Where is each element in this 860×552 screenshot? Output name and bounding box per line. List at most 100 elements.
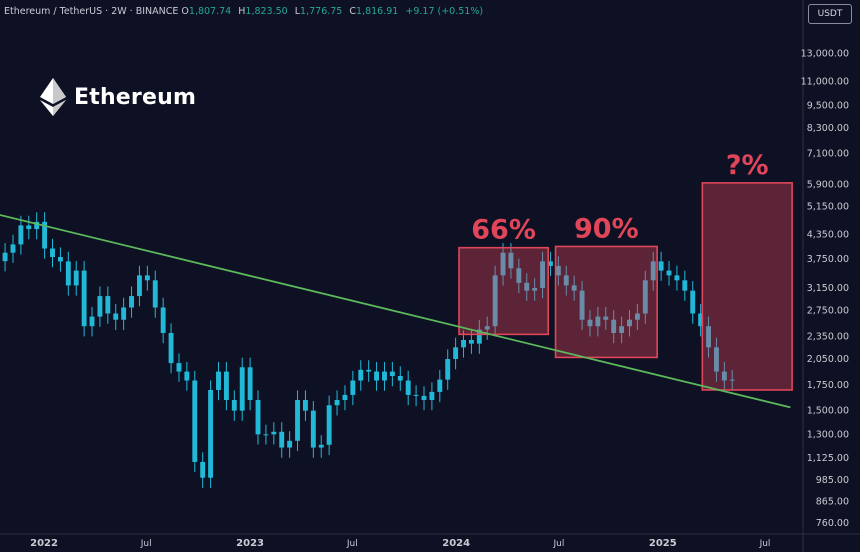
candle <box>310 401 316 458</box>
candle <box>690 281 696 324</box>
candle-body <box>698 313 704 327</box>
candle-body <box>666 270 672 276</box>
currency-button[interactable]: USDT <box>808 4 852 24</box>
candle <box>97 286 103 327</box>
candle-body <box>642 280 648 314</box>
candle-body <box>461 339 466 348</box>
candle-body <box>389 371 395 376</box>
candle-body <box>548 261 553 266</box>
candle-body <box>136 275 142 297</box>
candle-body <box>334 399 340 406</box>
candle-body <box>350 380 356 395</box>
candle <box>674 265 680 291</box>
chart-header: Ethereum / TetherUS · 2W · BINANCE O1,80… <box>4 6 487 17</box>
candle-body <box>168 332 174 364</box>
candle <box>326 395 332 456</box>
symbol-label: Ethereum / TetherUS · 2W · BINANCE <box>4 6 179 17</box>
candle <box>279 422 285 458</box>
y-tick-label: 2,350.00 <box>807 331 849 342</box>
candle-body <box>263 434 269 436</box>
candle-body <box>721 371 727 381</box>
candle <box>2 243 8 272</box>
candle <box>532 278 538 301</box>
candle <box>382 361 387 391</box>
candle-body <box>247 367 253 400</box>
candle-body <box>611 319 617 333</box>
x-tick-label: 2023 <box>236 538 264 549</box>
candle-body <box>326 405 332 445</box>
candle <box>516 258 522 294</box>
candle-body <box>421 395 427 400</box>
candle-body <box>50 248 55 257</box>
y-tick-label: 5,150.00 <box>807 202 849 213</box>
candle-body <box>18 225 24 245</box>
candle <box>374 361 380 391</box>
candle <box>421 386 427 411</box>
candle-body <box>729 379 735 381</box>
candle <box>176 353 182 382</box>
candle <box>121 297 127 330</box>
candle-body <box>26 225 32 230</box>
open-label: O <box>181 6 189 17</box>
candle-body <box>231 399 237 411</box>
candle <box>634 303 640 330</box>
candle <box>208 380 214 488</box>
candle <box>476 319 482 354</box>
brand-name: Ethereum <box>74 84 197 110</box>
y-tick-label: 1,300.00 <box>807 429 849 440</box>
candle-body <box>302 399 308 411</box>
candle <box>579 281 585 330</box>
candle-body <box>650 261 656 281</box>
trendline <box>0 214 791 409</box>
candle <box>524 273 530 301</box>
candle <box>713 337 719 382</box>
candle <box>595 306 601 337</box>
candle <box>26 215 32 240</box>
y-tick-label: 11,000.00 <box>801 76 849 87</box>
candle <box>627 310 632 337</box>
candle <box>366 360 372 382</box>
candle <box>318 435 324 458</box>
candle-body <box>318 444 324 448</box>
candle-body <box>532 288 538 291</box>
candle <box>34 212 40 240</box>
y-tick-label: 2,750.00 <box>807 305 849 316</box>
candle <box>200 452 206 488</box>
close-label: C <box>349 6 357 17</box>
y-tick-label: 4,350.00 <box>807 230 849 241</box>
candle <box>192 370 198 473</box>
candle <box>508 243 514 279</box>
candle-body <box>342 394 348 400</box>
candle <box>216 361 221 401</box>
candle <box>263 424 269 445</box>
candle-body <box>634 313 640 320</box>
candle-body <box>358 369 364 381</box>
x-tick-label: 2025 <box>649 538 677 549</box>
candle-body <box>113 313 119 320</box>
x-tick-label: Jul <box>759 539 771 549</box>
candle <box>405 370 411 406</box>
candle <box>682 270 688 301</box>
candle-body <box>579 290 585 320</box>
y-tick-label: 1,750.00 <box>807 380 849 391</box>
candle-body <box>516 268 522 283</box>
change-value: +9.17 (+0.51%) <box>405 6 484 17</box>
candle-body <box>184 371 190 381</box>
candle <box>729 369 735 391</box>
candle <box>89 306 95 337</box>
candle-body <box>524 282 530 291</box>
candle <box>113 303 119 330</box>
candle <box>587 310 593 337</box>
y-tick-label: 2,050.00 <box>807 354 849 365</box>
x-tick-label: Jul <box>140 539 152 549</box>
candle <box>255 390 261 445</box>
candle-body <box>382 371 387 381</box>
candle <box>73 260 79 296</box>
y-tick-label: 13,000.00 <box>801 49 849 60</box>
candle-body <box>508 252 514 269</box>
candle-body <box>279 431 285 448</box>
candle <box>397 366 403 391</box>
candle-body <box>413 394 419 396</box>
annotation-label: 90% <box>574 213 639 244</box>
